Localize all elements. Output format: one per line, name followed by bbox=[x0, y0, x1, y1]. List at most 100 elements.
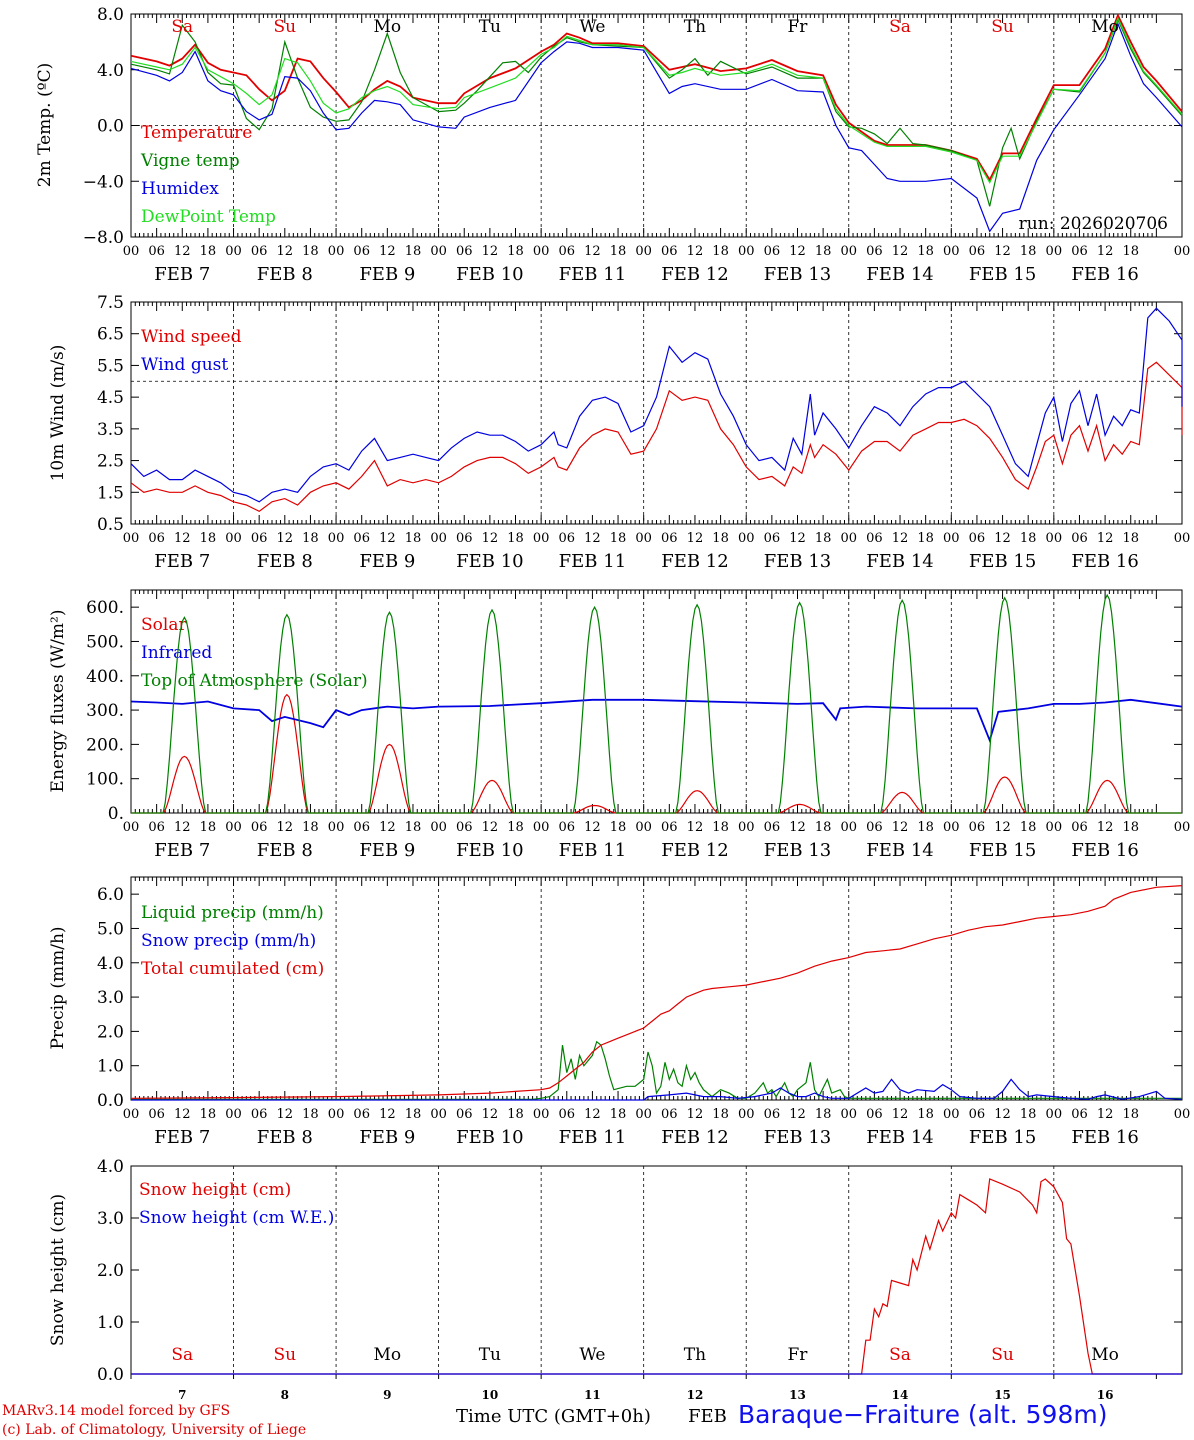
weekday-label: Th bbox=[684, 1345, 706, 1365]
weekday-label: Mo bbox=[374, 1345, 402, 1365]
day-number-label: 7 bbox=[178, 1388, 186, 1402]
weekday-label: We bbox=[579, 1345, 605, 1365]
hour-tick-label: 18 bbox=[1122, 1107, 1139, 1122]
hour-tick-label: 12 bbox=[994, 820, 1011, 835]
y-tick-label: 200. bbox=[86, 735, 124, 755]
hour-tick-label: 18 bbox=[1020, 244, 1037, 259]
weekday-label: Su bbox=[991, 1345, 1014, 1365]
weekday-label: Tu bbox=[479, 17, 501, 37]
date-label: FEB 10 bbox=[456, 1127, 523, 1148]
hour-tick-label: 18 bbox=[200, 1107, 217, 1122]
hour-tick-label: 06 bbox=[1071, 531, 1088, 546]
hour-tick-label: 06 bbox=[148, 531, 165, 546]
hour-tick-label: 00 bbox=[635, 244, 652, 259]
y-tick-label: 4.5 bbox=[97, 388, 124, 408]
hour-tick-label: 18 bbox=[610, 531, 627, 546]
hour-tick-label: 06 bbox=[456, 1107, 473, 1122]
y-tick-label: 3.0 bbox=[97, 1209, 124, 1229]
y-axis-label: Precip (mm/h) bbox=[48, 926, 68, 1049]
date-label: FEB 12 bbox=[661, 551, 728, 572]
hour-tick-label: 06 bbox=[866, 244, 883, 259]
hour-tick-label: 12 bbox=[994, 244, 1011, 259]
hour-tick-label: 12 bbox=[277, 244, 294, 259]
date-label: FEB 11 bbox=[559, 551, 626, 572]
weekday-label: Su bbox=[274, 17, 297, 37]
hour-tick-label: 00 bbox=[1046, 1107, 1063, 1122]
hour-tick-label: 06 bbox=[1071, 244, 1088, 259]
hour-tick-label: 00 bbox=[430, 531, 447, 546]
date-label: FEB 15 bbox=[969, 551, 1036, 572]
hour-tick-label: 18 bbox=[1020, 531, 1037, 546]
hour-tick-label: 18 bbox=[302, 244, 319, 259]
footer-model-credit: MARv3.14 model forced by GFS bbox=[2, 1403, 231, 1419]
hour-tick-label: 12 bbox=[379, 820, 396, 835]
hour-tick-label: 12 bbox=[174, 1107, 191, 1122]
hour-tick-label: 06 bbox=[353, 244, 370, 259]
hour-tick-label: 18 bbox=[200, 820, 217, 835]
hour-tick-label: 00 bbox=[225, 1107, 242, 1122]
hour-tick-label: 12 bbox=[994, 1107, 1011, 1122]
chart-panel-snow: 7 8 9 10 11 12 13 14 15 16 4.0 3.0 2.0 1.0 0.0 Snow hei… bbox=[48, 1157, 1183, 1402]
hour-tick-label: 06 bbox=[559, 1107, 576, 1122]
hour-tick-label: 18 bbox=[712, 820, 729, 835]
hour-tick-label: 00 bbox=[1174, 1107, 1191, 1122]
hour-tick-label: 00 bbox=[1174, 244, 1191, 259]
hour-tick-label: 00 bbox=[738, 531, 755, 546]
hour-tick-label: 06 bbox=[866, 531, 883, 546]
hour-tick-label: 00 bbox=[738, 244, 755, 259]
date-label: FEB 11 bbox=[559, 264, 626, 285]
station-title: Baraque−Fraiture (alt. 598m) bbox=[738, 1400, 1108, 1429]
legend-entry: Liquid precip (mm/h) bbox=[141, 903, 324, 923]
hour-tick-label: 18 bbox=[917, 244, 934, 259]
hour-tick-label: 12 bbox=[277, 820, 294, 835]
hour-tick-label: 12 bbox=[277, 531, 294, 546]
date-label: FEB 14 bbox=[866, 264, 933, 285]
y-tick-label: 7.5 bbox=[97, 293, 124, 313]
y-tick-label: 1.5 bbox=[97, 483, 124, 503]
day-number-label: 14 bbox=[892, 1388, 909, 1402]
hour-tick-label: 06 bbox=[661, 244, 678, 259]
hour-tick-label: 00 bbox=[430, 820, 447, 835]
hour-tick-label: 06 bbox=[559, 820, 576, 835]
hour-tick-label: 12 bbox=[379, 531, 396, 546]
day-number-label: 13 bbox=[789, 1388, 806, 1402]
hour-tick-label: 12 bbox=[584, 531, 601, 546]
y-tick-label: 0.0 bbox=[97, 117, 124, 137]
hour-tick-label: 06 bbox=[1071, 1107, 1088, 1122]
weekday-label: Sa bbox=[171, 1345, 193, 1365]
hour-tick-label: 12 bbox=[892, 820, 909, 835]
weekday-label: Sa bbox=[889, 1345, 911, 1365]
hour-tick-label: 06 bbox=[764, 820, 781, 835]
hour-tick-label: 12 bbox=[687, 244, 704, 259]
weekday-label: Sa bbox=[171, 17, 193, 37]
hour-tick-label: 06 bbox=[251, 820, 268, 835]
hour-tick-label: 06 bbox=[866, 820, 883, 835]
hour-tick-label: 00 bbox=[1046, 244, 1063, 259]
hour-tick-label: 12 bbox=[584, 244, 601, 259]
plot-frame bbox=[130, 589, 1183, 814]
hour-tick-label: 06 bbox=[764, 1107, 781, 1122]
date-label: FEB 7 bbox=[154, 264, 210, 285]
date-label: FEB 7 bbox=[154, 1127, 210, 1148]
day-number-label: 9 bbox=[383, 1388, 391, 1402]
y-tick-label: 600. bbox=[86, 598, 124, 618]
legend-entry: Infrared bbox=[141, 643, 212, 663]
legend-entry: Snow height (cm) bbox=[139, 1180, 291, 1200]
hour-tick-label: 12 bbox=[584, 1107, 601, 1122]
y-tick-label: 6.5 bbox=[97, 325, 124, 345]
hour-tick-label: 18 bbox=[815, 820, 832, 835]
hour-tick-label: 06 bbox=[1071, 820, 1088, 835]
date-label: FEB 13 bbox=[764, 264, 831, 285]
legend-entry: Wind gust bbox=[141, 355, 228, 375]
legend-entry: Temperature bbox=[141, 123, 252, 143]
hour-tick-label: 12 bbox=[174, 531, 191, 546]
y-tick-label: 4.0 bbox=[97, 1157, 124, 1177]
hour-tick-label: 00 bbox=[533, 1107, 550, 1122]
hour-tick-label: 12 bbox=[1097, 820, 1114, 835]
date-label: FEB 8 bbox=[257, 551, 313, 572]
day-number-label: 12 bbox=[687, 1388, 704, 1402]
hour-tick-label: 06 bbox=[661, 1107, 678, 1122]
hour-tick-label: 00 bbox=[635, 531, 652, 546]
series-line-wind-gust bbox=[130, 307, 1183, 503]
hour-tick-label: 12 bbox=[379, 1107, 396, 1122]
